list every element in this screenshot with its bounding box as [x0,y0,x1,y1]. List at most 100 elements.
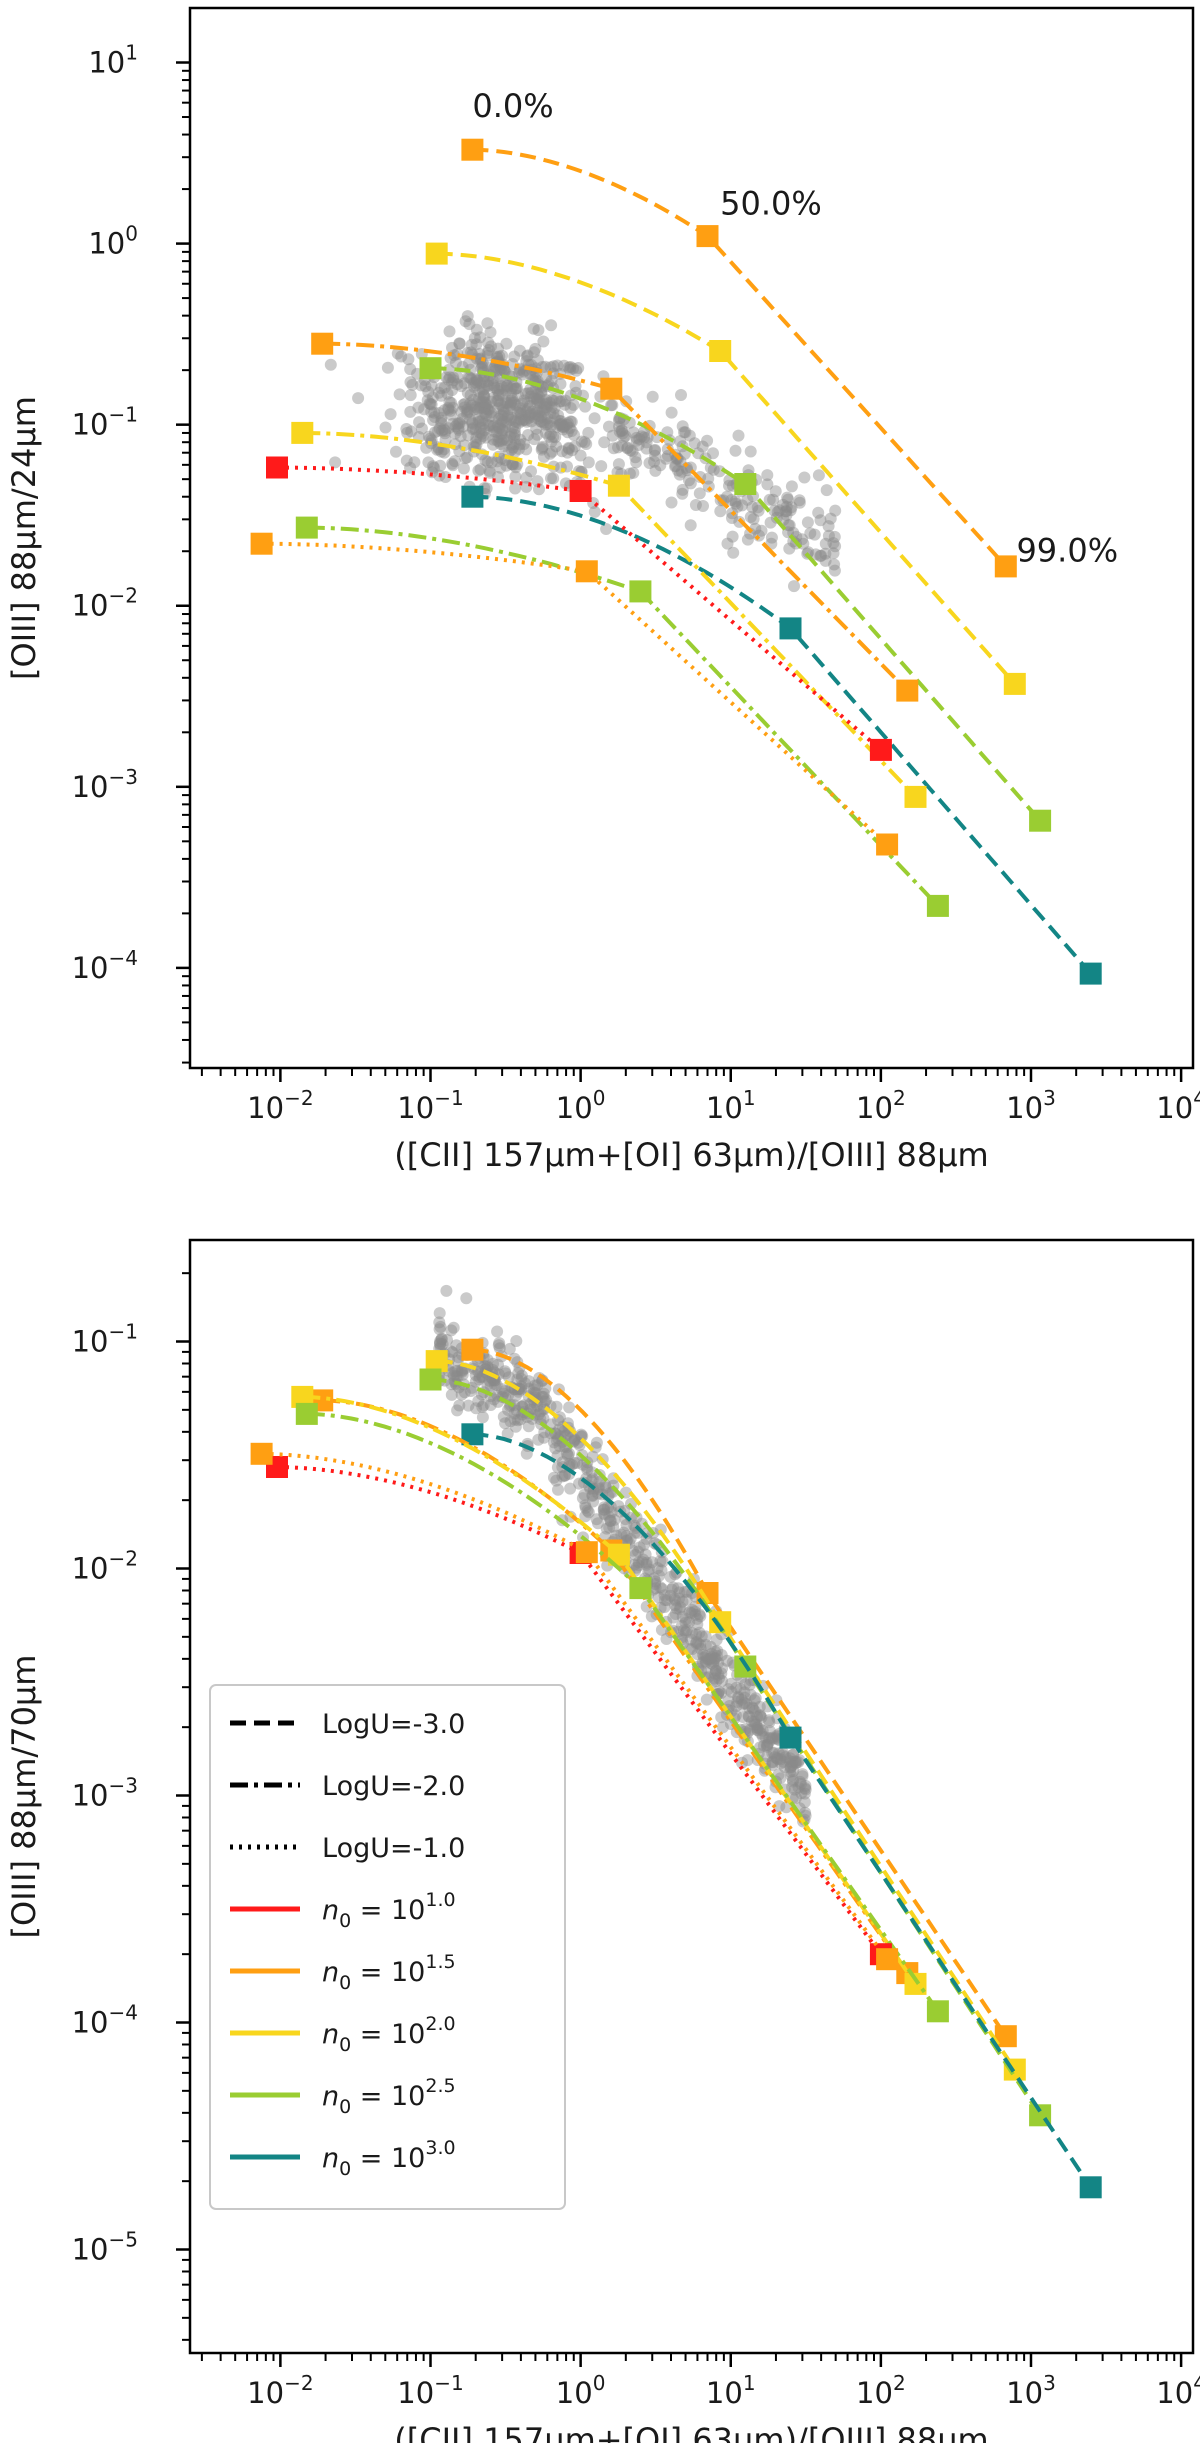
scatter-point [447,1321,460,1334]
scatter-point [474,463,487,476]
scatter-point [694,1638,707,1651]
scatter-point [461,403,474,416]
scatter-point [599,1479,612,1492]
scatter-point [476,414,489,427]
scatter-point [567,398,580,411]
scatter-point [707,447,719,460]
scatter-point [619,430,632,443]
scatter-point [610,1529,623,1542]
scatter-point [768,504,781,517]
scatter-point [581,1463,594,1476]
scatter-point [734,1683,747,1696]
scatter-point [795,1787,808,1800]
scatter-point [405,425,418,438]
y-tick-label: 10−1 [72,1320,138,1359]
scatter-point [550,1474,563,1487]
scatter-point [433,1307,446,1320]
scatter-point [491,384,504,397]
scatter-point [491,394,504,407]
scatter-point [777,498,789,511]
scatter-point [458,397,471,410]
scatter-point [779,1751,792,1764]
scatter-point [784,1760,797,1773]
scatter-point [562,441,575,454]
scatter-point [812,506,825,519]
scatter-point [638,431,651,444]
scatter-point [488,1378,501,1391]
observation-scatter [324,310,842,593]
scatter-point [697,500,709,512]
scatter-point [502,1389,515,1402]
scatter-point [613,425,626,438]
scatter-point [501,1427,514,1440]
scatter-point [751,1710,764,1723]
scatter-point [532,409,545,422]
scatter-point [524,390,537,403]
scatter-point [507,380,520,393]
scatter-point [670,1602,683,1615]
scatter-point [501,410,514,423]
scatter-point [771,1753,784,1766]
scatter-point [469,435,482,448]
scatter-point [665,496,678,509]
scatter-point [498,1385,511,1398]
scatter-point [418,403,431,416]
scatter-point [765,531,778,544]
scatter-point [487,362,500,375]
scatter-point [561,417,574,430]
scatter-point [627,426,640,439]
scatter-point [579,400,592,413]
scatter-point [743,1710,755,1723]
scatter-point [722,1694,735,1707]
scatter-point [620,1518,633,1531]
scatter-point [491,1325,504,1338]
scatter-point [493,422,506,435]
scatter-point [483,419,496,432]
scatter-point [819,537,832,550]
scatter-point [784,504,797,517]
scatter-point [459,315,472,328]
scatter-point [564,361,577,373]
scatter-point [699,1655,712,1668]
scatter-point [470,374,483,386]
scatter-point [511,1414,524,1427]
scatter-point [620,1530,633,1542]
x-tick-label: 10−2 [247,2371,313,2410]
scatter-point [686,1627,699,1639]
scatter-point [713,1672,725,1685]
scatter-point [438,404,451,417]
scatter-point [470,379,483,392]
scatter-point [511,382,523,395]
scatter-point [744,1688,757,1701]
scatter-point [780,505,793,518]
scatter-point [520,1447,533,1460]
scatter-point [447,1369,460,1382]
scatter-point [539,426,552,439]
scatter-point [478,376,490,389]
scatter-point [393,388,406,401]
scatter-point [485,456,498,469]
scatter-point [743,1678,756,1691]
scatter-point [707,1656,720,1669]
scatter-point [520,387,532,400]
scatter-point [506,392,519,405]
model-curve [302,1394,918,1986]
scatter-point [466,423,479,436]
scatter-point [559,394,572,407]
scatter-point [574,449,587,462]
scatter-point [776,1746,789,1759]
scatter-point [632,439,645,451]
scatter-point [486,374,499,387]
scatter-point [481,1353,494,1366]
scatter-point [475,421,487,434]
model-marker [291,421,314,444]
scatter-point [453,337,466,350]
model-marker [607,474,630,497]
scatter-point [635,430,648,443]
scatter-point [691,1612,704,1625]
scatter-point [693,1626,706,1639]
scatter-point [700,1650,713,1663]
scatter-point [586,1490,599,1502]
scatter-point [747,513,760,525]
